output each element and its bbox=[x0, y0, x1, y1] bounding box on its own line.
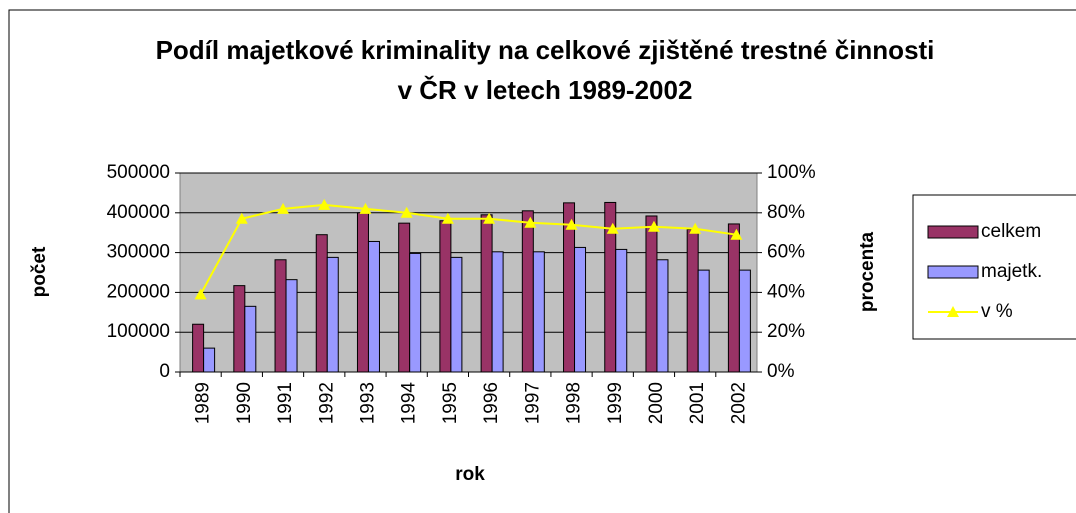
line-marker bbox=[277, 202, 290, 214]
line-marker bbox=[730, 228, 743, 240]
y-tick-label: 200000 bbox=[107, 281, 170, 302]
bar bbox=[480, 214, 493, 373]
bar bbox=[398, 222, 411, 373]
y2-tick-label: 80% bbox=[767, 202, 805, 223]
bar bbox=[315, 234, 328, 373]
y-tick-label: 0 bbox=[159, 361, 170, 382]
bar bbox=[244, 305, 257, 373]
legend-swatch bbox=[927, 225, 979, 239]
y-axis-label: počet bbox=[29, 246, 50, 297]
x-tick-label: 1993 bbox=[357, 382, 378, 424]
bar bbox=[450, 256, 463, 373]
x-tick-label: 1997 bbox=[522, 382, 543, 424]
x-tick-label: 1992 bbox=[316, 382, 337, 424]
y2-tick-label: 20% bbox=[767, 321, 805, 342]
line-marker bbox=[194, 288, 207, 300]
bar bbox=[233, 285, 246, 373]
bar bbox=[645, 215, 658, 373]
line-marker bbox=[689, 222, 702, 234]
bar bbox=[656, 259, 669, 373]
bar bbox=[326, 256, 339, 373]
bar bbox=[574, 246, 587, 373]
x-tick-label: 1994 bbox=[399, 382, 420, 425]
y-tick-label: 100000 bbox=[107, 321, 170, 342]
x-tick-label: 2000 bbox=[646, 382, 667, 424]
line-marker bbox=[441, 212, 454, 224]
x-tick-label: 1990 bbox=[234, 382, 255, 424]
plot-area bbox=[179, 172, 758, 373]
x-tick-label: 1991 bbox=[275, 382, 296, 424]
line-marker bbox=[606, 222, 619, 234]
legend-label: celkem bbox=[981, 221, 1041, 242]
x-tick-label: 1996 bbox=[481, 382, 502, 424]
chart-border bbox=[8, 9, 1076, 513]
line-marker bbox=[235, 212, 248, 224]
line-marker bbox=[524, 216, 537, 228]
legend-label: majetk. bbox=[981, 261, 1042, 282]
x-tick-label: 1999 bbox=[605, 382, 626, 424]
line-marker bbox=[400, 206, 413, 218]
legend-swatch bbox=[927, 265, 979, 279]
bar bbox=[615, 248, 628, 373]
chart-title: Podíl majetkové kriminality na celkové z… bbox=[155, 35, 935, 105]
bar bbox=[686, 229, 699, 373]
x-axis-label: rok bbox=[455, 464, 485, 485]
x-tick-label: 2002 bbox=[728, 382, 749, 424]
bar bbox=[697, 269, 710, 373]
bar bbox=[521, 210, 534, 373]
y2-tick-label: 40% bbox=[767, 281, 805, 302]
bar bbox=[203, 347, 216, 373]
y2-tick-label: 60% bbox=[767, 242, 805, 263]
x-tick-label: 2001 bbox=[687, 382, 708, 424]
y-tick-label: 400000 bbox=[107, 202, 170, 223]
bar bbox=[367, 240, 380, 373]
bar bbox=[274, 259, 287, 373]
line-marker bbox=[565, 218, 578, 230]
x-tick-label: 1995 bbox=[440, 382, 461, 424]
bar bbox=[439, 220, 452, 373]
bar bbox=[738, 269, 751, 373]
bar bbox=[285, 279, 298, 373]
bar bbox=[192, 323, 205, 373]
bar bbox=[727, 223, 740, 373]
x-tick-label: 1989 bbox=[193, 382, 214, 424]
legend-label: v % bbox=[981, 301, 1013, 322]
bar bbox=[532, 251, 545, 373]
legend-swatch bbox=[947, 306, 959, 317]
y2-tick-label: 100% bbox=[767, 162, 816, 183]
line-marker bbox=[359, 202, 372, 214]
line-marker bbox=[647, 220, 660, 232]
y2-axis-label: procenta bbox=[857, 231, 878, 312]
y2-tick-label: 0% bbox=[767, 361, 795, 382]
y-tick-label: 300000 bbox=[107, 242, 170, 263]
bar bbox=[409, 252, 422, 373]
x-tick-label: 1998 bbox=[564, 382, 585, 424]
y-tick-label: 500000 bbox=[107, 162, 170, 183]
line-marker bbox=[318, 198, 331, 210]
bar bbox=[356, 212, 369, 373]
bar bbox=[491, 251, 504, 373]
line bbox=[199, 203, 737, 295]
line-marker bbox=[483, 212, 496, 224]
